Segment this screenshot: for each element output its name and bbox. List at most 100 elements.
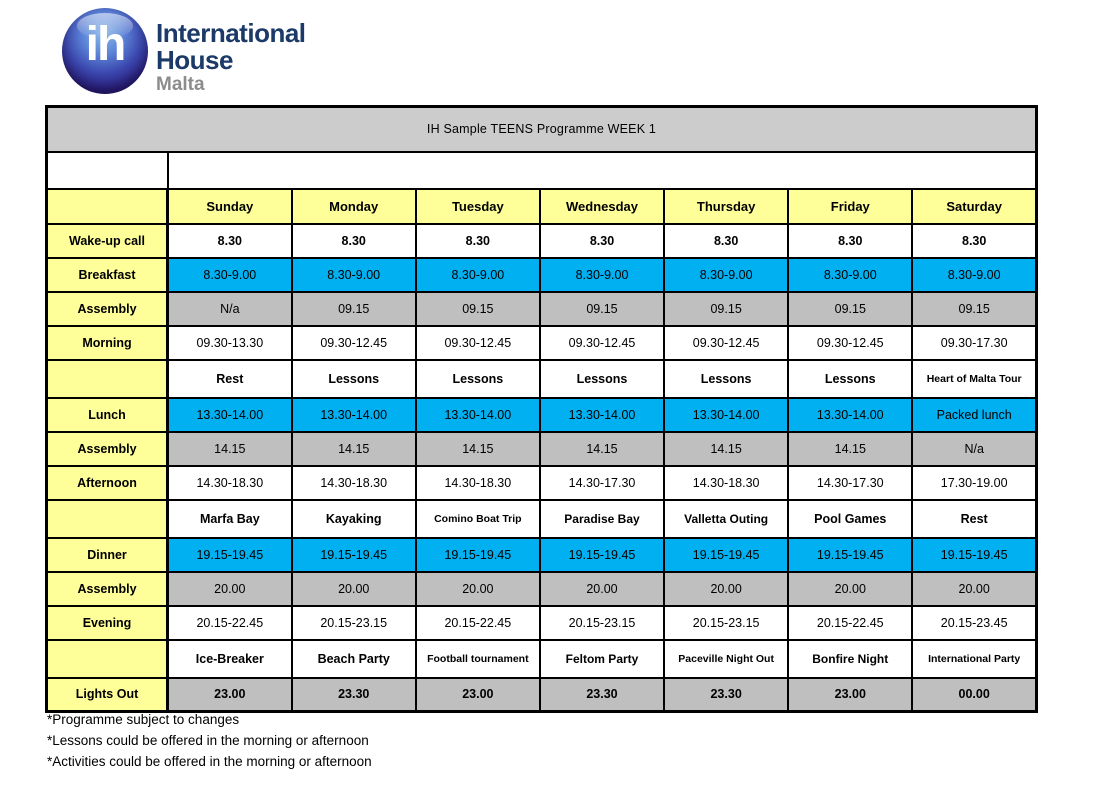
footnote: *Activities could be offered in the morn… [47, 754, 372, 769]
schedule-cell: Lessons [538, 358, 666, 399]
schedule-cell: 23.30 [538, 676, 666, 713]
footnote: *Programme subject to changes [47, 712, 240, 727]
schedule-cell: 14.15 [414, 430, 541, 467]
day-header: Friday [787, 187, 914, 225]
schedule-cell: 8.30 [538, 222, 666, 259]
corner-cell [45, 187, 169, 225]
row-label: Lunch [45, 396, 169, 433]
ih-logo-sphere-icon: ih [62, 8, 148, 94]
schedule-row: Wake-up call 8.30 8.30 8.30 8.30 8.30 8.30 8.30 [45, 222, 1038, 259]
row-label [45, 498, 169, 539]
schedule-cell: 20.00 [290, 570, 417, 607]
schedule-cell: 13.30-14.00 [414, 396, 541, 433]
timetable-sheet: IH Sample TEENS Programme WEEK 1 Sunday M… [45, 105, 1038, 713]
schedule-cell: 14.30-17.30 [787, 464, 914, 501]
schedule-cell: 23.00 [414, 676, 541, 713]
schedule-cell: 13.30-14.00 [663, 396, 790, 433]
schedule-row: Afternoon 14.30-18.30 14.30-18.30 14.30-18.… [45, 464, 1038, 501]
row-label: Assembly [45, 290, 169, 327]
table-title: IH Sample TEENS Programme WEEK 1 [45, 105, 1038, 153]
schedule-cell: 20.15-22.45 [787, 604, 914, 641]
schedule-cell: 14.30-18.30 [414, 464, 541, 501]
logo-location: Malta [156, 74, 205, 95]
schedule-row: Marfa Bay Kayaking Comino Boat Trip Paradis… [45, 498, 1038, 539]
schedule-cell: 20.00 [663, 570, 790, 607]
schedule-row: Assembly 14.15 14.15 14.15 14.15 14.15 14.15 N/… [45, 430, 1038, 467]
schedule-row: Assembly 20.00 20.00 20.00 20.00 20.00 20.00 20… [45, 570, 1038, 607]
schedule-cell: 19.15-19.45 [166, 536, 293, 573]
schedule-cell: Bonfire Night [787, 638, 914, 679]
schedule-cell: 09.15 [538, 290, 666, 327]
schedule-cell: 14.15 [663, 430, 790, 467]
schedule-cell: 14.15 [538, 430, 666, 467]
schedule-cell: 00.00 [911, 676, 1038, 713]
schedule-cell: 8.30-9.00 [787, 256, 914, 293]
schedule-cell: 09.15 [290, 290, 417, 327]
schedule-cell: 09.15 [663, 290, 790, 327]
schedule-row: Assembly N/a 09.15 09.15 09.15 09.15 09.15 09.1… [45, 290, 1038, 327]
schedule-cell: 09.15 [911, 290, 1038, 327]
schedule-cell: 23.30 [290, 676, 417, 713]
schedule-cell: 20.15-23.15 [663, 604, 790, 641]
schedule-cell: 20.00 [787, 570, 914, 607]
schedule-cell: 14.30-18.30 [290, 464, 417, 501]
schedule-row: Breakfast 8.30-9.00 8.30-9.00 8.30-9.00 8.30… [45, 256, 1038, 293]
schedule-cell: Paceville Night Out [663, 638, 790, 679]
schedule-cell: Ice-Breaker [166, 638, 293, 679]
schedule-cell: 14.15 [787, 430, 914, 467]
schedule-cell: Marfa Bay [166, 498, 293, 539]
schedule-cell: 8.30 [911, 222, 1038, 259]
schedule-cell: Rest [166, 358, 293, 399]
day-header: Thursday [663, 187, 790, 225]
schedule-cell: 09.30-13.30 [166, 324, 293, 361]
row-label: Wake-up call [45, 222, 169, 259]
schedule-cell: 20.15-22.45 [414, 604, 541, 641]
schedule-cell: 20.15-22.45 [166, 604, 293, 641]
schedule-cell: 13.30-14.00 [290, 396, 417, 433]
schedule-cell: 19.15-19.45 [290, 536, 417, 573]
schedule-cell: N/a [166, 290, 293, 327]
row-label: Breakfast [45, 256, 169, 293]
schedule-cell: 20.15-23.15 [538, 604, 666, 641]
schedule-cell: Comino Boat Trip [414, 498, 541, 539]
schedule-cell: 20.15-23.15 [290, 604, 417, 641]
schedule-cell: 8.30-9.00 [663, 256, 790, 293]
day-header: Saturday [911, 187, 1038, 225]
row-label [45, 638, 169, 679]
day-header-row: Sunday Monday Tuesday Wednesday Thursday Frid… [45, 187, 1038, 225]
row-label: Evening [45, 604, 169, 641]
schedule-cell: 20.00 [414, 570, 541, 607]
spacer-row [45, 150, 1038, 190]
schedule-row: Lights Out 23.00 23.30 23.00 23.30 23.30 23.00… [45, 676, 1038, 713]
schedule-cell: 09.30-12.45 [787, 324, 914, 361]
schedule-cell: 19.15-19.45 [414, 536, 541, 573]
row-label: Morning [45, 324, 169, 361]
row-label: Assembly [45, 430, 169, 467]
row-label [45, 358, 169, 399]
schedule-cell: 09.30-12.45 [663, 324, 790, 361]
schedule-cell: 09.30-12.45 [538, 324, 666, 361]
schedule-cell: 09.15 [414, 290, 541, 327]
spacer-label-cell [45, 150, 169, 190]
schedule-cell: Packed lunch [911, 396, 1038, 433]
schedule-cell: 14.30-17.30 [538, 464, 666, 501]
ih-logo: ih International House Malta [62, 8, 306, 96]
schedule-cell: Lessons [663, 358, 790, 399]
schedule-cell: 20.00 [911, 570, 1038, 607]
schedule-cell: N/a [911, 430, 1038, 467]
schedule-row: Lunch 13.30-14.00 13.30-14.00 13.30-14.00 13… [45, 396, 1038, 433]
schedule-cell: 19.15-19.45 [911, 536, 1038, 573]
schedule-cell: 8.30 [787, 222, 914, 259]
schedule-cell: Heart of Malta Tour [911, 358, 1038, 399]
schedule-cell: 20.15-23.45 [911, 604, 1038, 641]
schedule-cell: 8.30-9.00 [911, 256, 1038, 293]
schedule-cell: Kayaking [290, 498, 417, 539]
day-header: Tuesday [414, 187, 541, 225]
schedule-cell: 19.15-19.45 [663, 536, 790, 573]
schedule-cell: Lessons [414, 358, 541, 399]
row-label: Dinner [45, 536, 169, 573]
schedule-cell: 8.30-9.00 [166, 256, 293, 293]
schedule-cell: 8.30-9.00 [538, 256, 666, 293]
schedule-cell: Rest [911, 498, 1038, 539]
